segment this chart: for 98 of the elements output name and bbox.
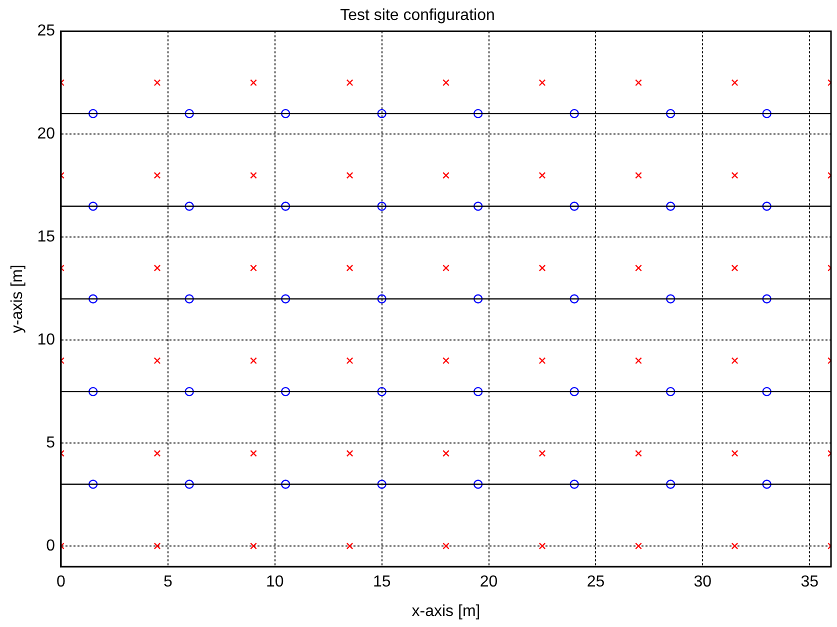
point [666,480,676,489]
point [154,172,161,179]
point [346,264,354,272]
point [473,202,483,211]
point [280,294,290,304]
point [538,79,546,86]
point [377,108,386,118]
point [762,386,772,396]
point [570,108,579,118]
point [731,450,738,457]
point [377,202,386,211]
x-tick-label: 35 [800,574,819,591]
point [635,172,642,179]
y-tick-label: 15 [37,228,56,246]
point [666,386,676,396]
point [184,386,194,396]
point [731,264,738,272]
point [442,450,450,457]
point [184,294,194,304]
point [154,79,161,86]
point [762,202,772,211]
point [346,172,354,179]
point [377,294,386,304]
point [538,357,546,364]
point [570,294,579,304]
x-axis-title: x-axis [m] [412,602,480,620]
x-tick-label: 15 [372,574,391,591]
point [538,450,546,457]
point [731,172,738,179]
point [666,294,676,304]
point [762,294,772,304]
point [280,480,290,489]
point [280,202,290,211]
point [346,357,354,364]
point [88,294,98,304]
point [280,386,290,396]
point [250,264,257,272]
point [570,386,579,396]
x-tick-label: 25 [586,574,605,591]
point [666,108,676,118]
point [250,450,257,457]
x-tick-label: 5 [163,574,172,591]
point [154,542,161,550]
point [473,480,483,489]
point [184,480,194,489]
point [666,202,676,211]
point [250,79,257,86]
point [442,79,450,86]
point [88,108,98,118]
point [280,108,290,118]
chart-title: Test site configuration [340,7,495,24]
y-tick-label: 10 [37,331,56,348]
point [250,357,257,364]
y-tick-label: 5 [46,434,56,452]
x-tick-label: 10 [266,574,284,591]
point [635,542,642,550]
point [635,79,642,86]
x-tick-label: 30 [694,574,712,591]
point [442,264,450,272]
point [538,264,546,272]
point [570,480,579,489]
point [538,172,546,179]
point [184,108,194,118]
y-tick-label: 25 [37,22,56,40]
point [762,108,772,118]
point [346,542,354,550]
point [442,357,450,364]
point [635,450,642,457]
point [88,480,98,489]
y-tick-label: 20 [37,126,56,143]
point [731,542,738,550]
point [88,202,98,211]
point [442,542,450,550]
point [154,357,161,364]
point [762,480,772,489]
point [473,386,483,396]
point [154,264,161,272]
y-tick-label: 0 [46,537,56,554]
point [346,450,354,457]
x-tick-label: 20 [480,574,498,591]
point [250,172,257,179]
point [473,294,483,304]
point [570,202,579,211]
y-axis-title: y-axis [m] [9,264,26,334]
point [731,79,738,86]
point [538,542,546,550]
point [377,386,386,396]
point [184,202,194,211]
point [635,264,642,272]
point [442,172,450,179]
point [154,450,161,457]
point [731,357,738,364]
point [377,480,386,489]
point [346,79,354,86]
point [635,357,642,364]
point [88,386,98,396]
point [250,542,257,550]
point [473,108,483,118]
